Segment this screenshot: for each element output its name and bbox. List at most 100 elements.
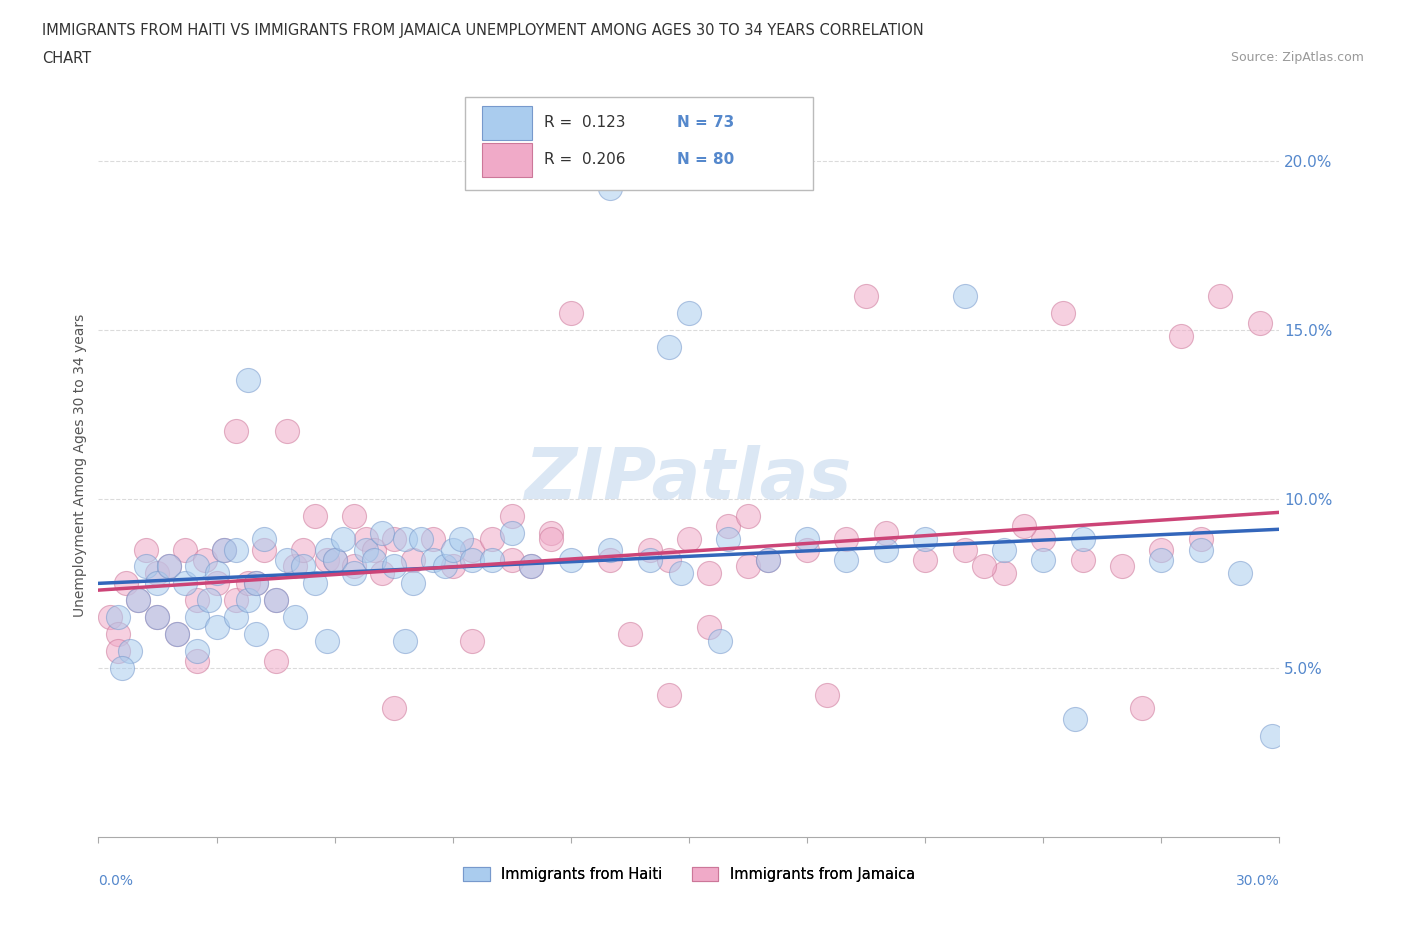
Point xyxy=(194,552,217,567)
Point xyxy=(501,552,523,567)
Point xyxy=(756,552,779,567)
Point xyxy=(461,542,484,557)
Point xyxy=(174,576,197,591)
Point xyxy=(560,552,582,567)
Point xyxy=(253,532,276,547)
Point xyxy=(284,610,307,625)
Point xyxy=(146,610,169,625)
Point xyxy=(135,559,157,574)
Point xyxy=(225,592,247,607)
Point xyxy=(245,576,267,591)
FancyBboxPatch shape xyxy=(482,106,531,140)
Point xyxy=(402,552,425,567)
Point xyxy=(382,701,405,716)
Point xyxy=(197,592,219,607)
Point xyxy=(186,559,208,574)
Point xyxy=(450,532,472,547)
Point xyxy=(658,552,681,567)
Point xyxy=(146,576,169,591)
Point xyxy=(796,532,818,547)
Point xyxy=(540,532,562,547)
Point xyxy=(264,592,287,607)
Point xyxy=(186,644,208,658)
Text: R =  0.206: R = 0.206 xyxy=(544,153,626,167)
Point xyxy=(709,633,731,648)
Point xyxy=(835,532,858,547)
Point xyxy=(127,592,149,607)
Point xyxy=(127,592,149,607)
Text: N = 80: N = 80 xyxy=(678,153,734,167)
Point xyxy=(658,339,681,354)
Point xyxy=(253,542,276,557)
Point xyxy=(236,592,259,607)
Point xyxy=(371,525,394,540)
Point xyxy=(264,592,287,607)
Point xyxy=(98,610,121,625)
Point xyxy=(323,552,346,567)
Point xyxy=(394,633,416,648)
Point xyxy=(1032,532,1054,547)
Point xyxy=(107,610,129,625)
Point xyxy=(433,559,456,574)
Point xyxy=(1063,711,1085,726)
Point xyxy=(332,532,354,547)
Point xyxy=(1150,542,1173,557)
Point xyxy=(697,565,720,580)
Point xyxy=(1071,552,1094,567)
Point xyxy=(973,559,995,574)
Point xyxy=(1209,288,1232,303)
Point xyxy=(993,542,1015,557)
Point xyxy=(174,542,197,557)
Point xyxy=(1032,552,1054,567)
Point xyxy=(717,532,740,547)
Point xyxy=(678,305,700,320)
Point xyxy=(276,424,298,439)
Point xyxy=(371,565,394,580)
Point xyxy=(1111,559,1133,574)
Point xyxy=(343,509,366,524)
Point xyxy=(157,559,180,574)
Text: CHART: CHART xyxy=(42,51,91,66)
Text: Source: ZipAtlas.com: Source: ZipAtlas.com xyxy=(1230,51,1364,64)
Point xyxy=(394,532,416,547)
Point xyxy=(599,542,621,557)
Point xyxy=(441,542,464,557)
Text: IMMIGRANTS FROM HAITI VS IMMIGRANTS FROM JAMAICA UNEMPLOYMENT AMONG AGES 30 TO 3: IMMIGRANTS FROM HAITI VS IMMIGRANTS FROM… xyxy=(42,23,924,38)
Point xyxy=(422,552,444,567)
Point xyxy=(166,627,188,642)
Point xyxy=(166,627,188,642)
Point xyxy=(756,552,779,567)
Point xyxy=(914,552,936,567)
Point xyxy=(304,576,326,591)
Point xyxy=(993,565,1015,580)
Text: ZIPatlas: ZIPatlas xyxy=(526,445,852,514)
Text: 0.0%: 0.0% xyxy=(98,874,134,888)
Point xyxy=(214,542,236,557)
Point xyxy=(815,687,838,702)
Point xyxy=(501,509,523,524)
Point xyxy=(1052,305,1074,320)
Point xyxy=(411,532,433,547)
FancyBboxPatch shape xyxy=(464,97,813,190)
Point xyxy=(638,552,661,567)
Point xyxy=(111,660,134,675)
Point xyxy=(304,509,326,524)
Text: N = 73: N = 73 xyxy=(678,115,734,130)
Point xyxy=(146,565,169,580)
Point xyxy=(461,633,484,648)
Point xyxy=(382,559,405,574)
Point xyxy=(245,576,267,591)
Point xyxy=(402,576,425,591)
Point xyxy=(236,576,259,591)
Point xyxy=(363,552,385,567)
Point xyxy=(214,542,236,557)
Point xyxy=(540,525,562,540)
Point xyxy=(1130,701,1153,716)
Point xyxy=(315,542,337,557)
Point xyxy=(737,559,759,574)
Point xyxy=(186,610,208,625)
Point xyxy=(953,288,976,303)
Point xyxy=(276,552,298,567)
Point xyxy=(186,592,208,607)
Point xyxy=(855,288,877,303)
